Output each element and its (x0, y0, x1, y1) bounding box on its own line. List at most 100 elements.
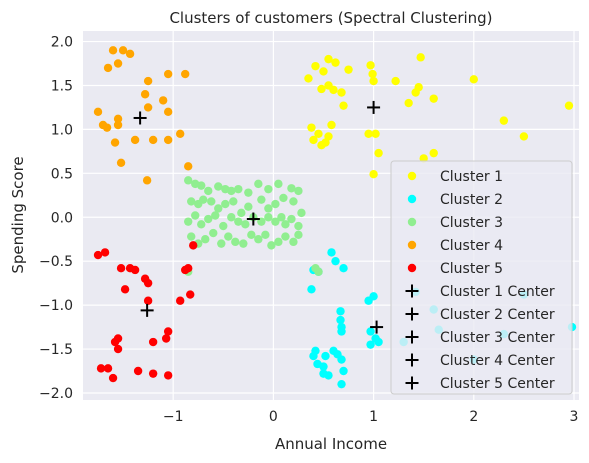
data-point (374, 148, 383, 158)
data-point (469, 75, 478, 84)
data-point (337, 88, 346, 97)
data-point (143, 76, 153, 86)
data-point (204, 214, 213, 224)
data-point (110, 138, 120, 147)
legend-label: Cluster 2 (440, 192, 503, 208)
data-point (234, 184, 243, 194)
data-point (186, 290, 195, 299)
chart-title: Clusters of customers (Spectral Clusteri… (169, 9, 492, 27)
data-point (191, 211, 200, 220)
data-point (319, 67, 328, 76)
data-point (429, 94, 438, 103)
data-point (264, 184, 273, 194)
data-point (337, 355, 346, 364)
center-marker (246, 212, 260, 226)
data-point (224, 232, 233, 241)
legend-marker (405, 307, 419, 321)
data-point (339, 366, 348, 376)
legend: Cluster 1 Cluster 2 Cluster 3 Cluster 4 Clus… (390, 160, 573, 395)
series-cluster-1 (304, 53, 574, 179)
data-point (181, 265, 190, 275)
data-point (219, 221, 228, 231)
data-point (113, 344, 123, 354)
legend-marker (407, 194, 417, 204)
data-point (221, 199, 230, 209)
data-point (197, 181, 206, 190)
data-point (287, 214, 296, 224)
data-point (148, 369, 158, 378)
data-point (257, 195, 266, 204)
data-point (416, 53, 425, 62)
data-point (364, 129, 373, 138)
data-point (163, 327, 173, 336)
data-point (294, 186, 303, 196)
data-point (130, 135, 140, 145)
x-tick-labels: −1 0 1 2 3 (163, 409, 579, 425)
data-point (163, 69, 173, 79)
data-point (234, 217, 243, 226)
data-point (368, 69, 377, 79)
data-point (211, 211, 220, 220)
data-point (374, 337, 383, 347)
data-point (163, 107, 173, 117)
data-point (519, 132, 529, 141)
data-point (271, 217, 280, 226)
data-point (163, 371, 173, 380)
data-point (264, 204, 273, 213)
legend-label: Cluster 3 (440, 215, 503, 231)
data-point (281, 220, 290, 229)
data-point (184, 217, 193, 226)
data-point (204, 186, 213, 196)
data-point (331, 58, 340, 67)
data-point (327, 248, 336, 257)
legend-label: Cluster 4 (440, 238, 503, 254)
data-point (113, 114, 123, 124)
data-point (209, 228, 218, 238)
y-tick-label: −2.0 (39, 386, 73, 402)
data-point (271, 199, 280, 209)
data-point (116, 158, 126, 167)
legend-label: Cluster 1 (440, 169, 503, 185)
legend-marker (405, 284, 419, 298)
y-tick-label: 0.5 (51, 166, 73, 182)
data-point (337, 379, 346, 389)
data-point (564, 101, 574, 110)
data-point (366, 61, 375, 70)
data-point (241, 220, 250, 229)
data-point (307, 123, 316, 132)
data-point (103, 63, 113, 73)
data-point (331, 256, 340, 266)
legend-label: Cluster 3 Center (440, 330, 555, 346)
x-tick-label: 1 (369, 409, 378, 425)
legend-label: Cluster 1 Center (440, 284, 555, 300)
data-point (429, 148, 438, 158)
data-point (254, 235, 263, 244)
data-point (244, 188, 253, 197)
y-tick-label: −1.5 (39, 342, 73, 358)
data-point (281, 232, 290, 241)
data-point (499, 116, 509, 125)
data-point (391, 76, 400, 86)
data-point (181, 69, 190, 79)
data-point (314, 129, 323, 138)
data-point (175, 296, 185, 305)
legend-marker (407, 263, 417, 273)
data-point (404, 98, 413, 108)
data-point (133, 366, 143, 376)
data-point (324, 132, 333, 141)
data-point (113, 59, 123, 68)
center-marker (367, 100, 381, 114)
data-point (244, 202, 253, 211)
legend-marker (407, 171, 417, 181)
data-point (314, 267, 323, 276)
data-point (287, 184, 296, 193)
y-axis-label: Spending Score (9, 156, 27, 273)
y-tick-label: 2.0 (51, 35, 73, 51)
data-point (274, 179, 283, 189)
legend-label: Cluster 5 Center (440, 376, 555, 392)
data-point (371, 129, 380, 138)
data-point (158, 96, 168, 105)
data-point (317, 141, 326, 150)
legend-label: Cluster 4 Center (440, 353, 555, 369)
